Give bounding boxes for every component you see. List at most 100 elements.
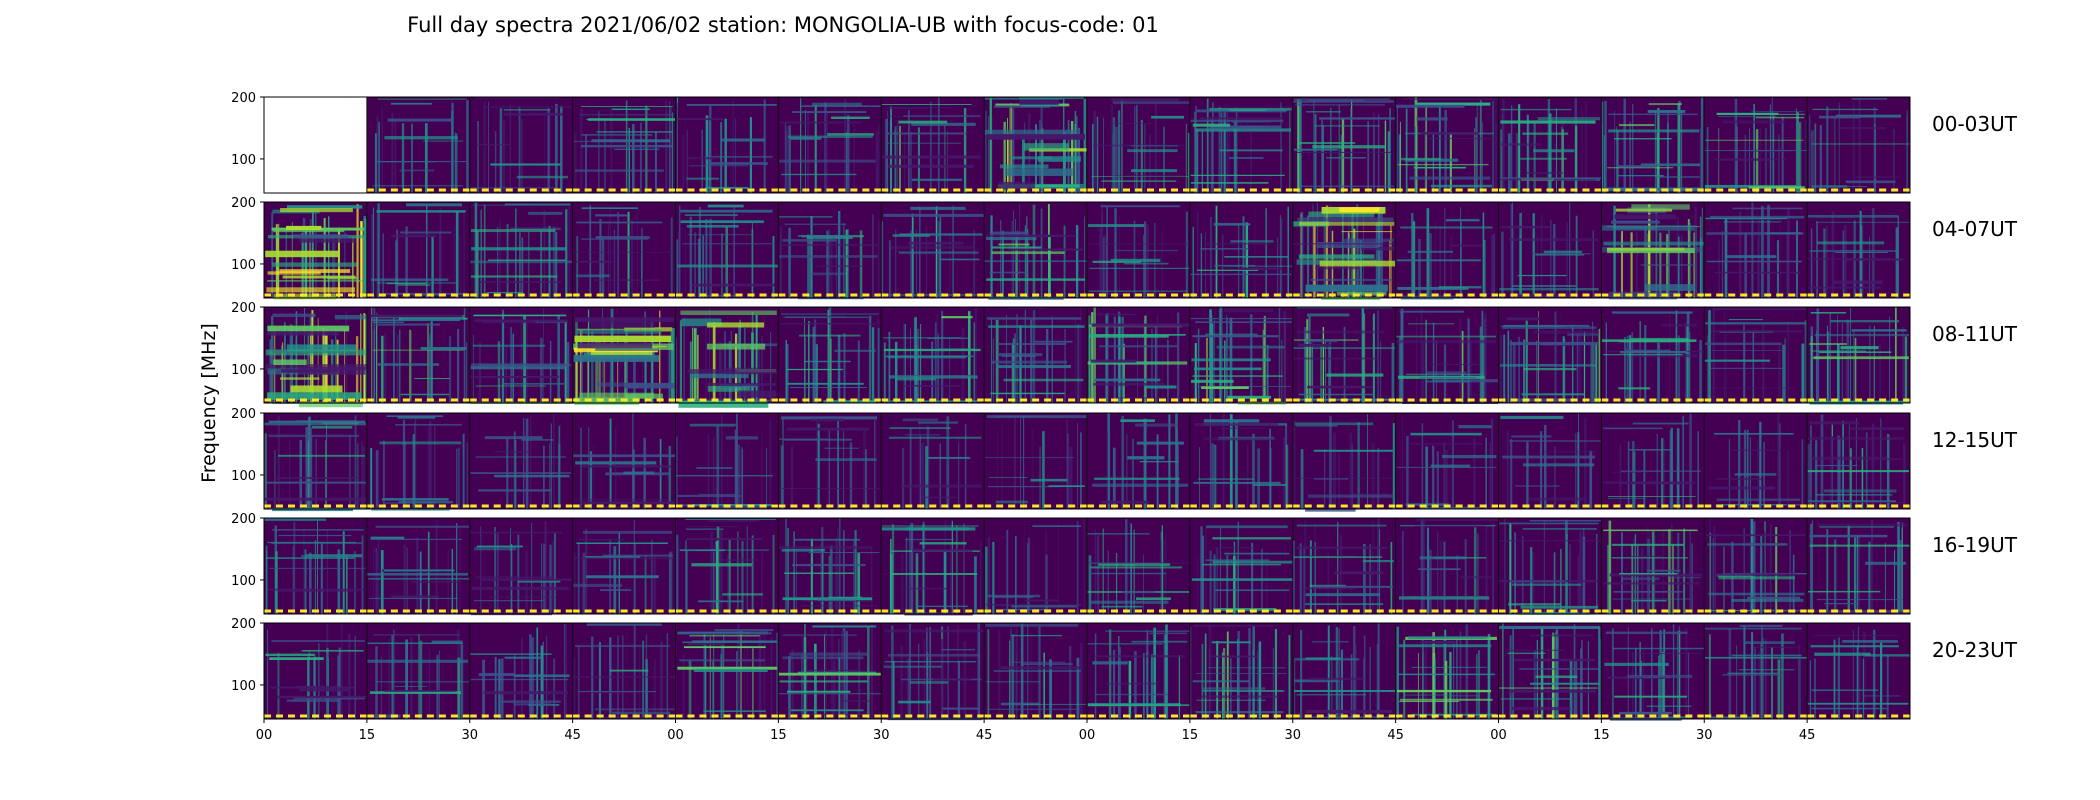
spectrum-band	[402, 318, 463, 320]
spectrum-band	[1715, 478, 1763, 480]
spectrum-streak	[875, 131, 879, 193]
spectrum-band	[1705, 656, 1808, 659]
spectrum-band	[811, 102, 862, 106]
spectrum-streak	[338, 647, 341, 719]
spectrum-band	[1837, 126, 1887, 130]
spectrum-band	[590, 321, 655, 328]
spectrum-streak	[509, 104, 511, 193]
spectrum-streak	[1831, 210, 1835, 298]
spectrum-streak	[915, 553, 919, 614]
spectrum-streak	[553, 658, 556, 719]
spectrum-band	[1727, 672, 1778, 674]
spectrum-band	[686, 156, 718, 160]
spectrum-streak	[845, 132, 848, 193]
spectrum-streak	[613, 233, 616, 298]
spectrum-streak	[1289, 640, 1290, 719]
spectrum-band	[1512, 285, 1576, 287]
spectrum-band	[1396, 295, 1464, 297]
spectrum-band	[1019, 99, 1059, 105]
spectrum-streak	[1027, 537, 1031, 614]
spectrum-streak	[825, 112, 828, 193]
spectrum-band	[1127, 456, 1165, 460]
spectrum-band	[521, 439, 554, 441]
spectrum-streak	[835, 537, 837, 614]
spectrum-streak	[1392, 423, 1395, 509]
spectrum-streak	[633, 519, 635, 614]
spectrum-streak	[1226, 631, 1229, 719]
spectrum-streak	[909, 427, 912, 509]
spectrum-streak	[456, 523, 458, 614]
spectrum-band	[1397, 673, 1496, 676]
spectrum-panel-background	[1292, 518, 1396, 614]
spectrum-streak	[1482, 212, 1485, 298]
spectrum-streak	[1565, 519, 1568, 614]
spectrum-band	[798, 334, 861, 337]
spectrum-streak	[396, 229, 399, 298]
spectrum-streak	[520, 638, 523, 719]
spectrum-band	[1312, 145, 1387, 149]
spectrum-streak	[1484, 313, 1487, 403]
spectrum-band	[1293, 357, 1382, 360]
spectrum-band	[685, 526, 741, 528]
spectrum-streak	[908, 110, 910, 193]
spectrum-band	[1752, 113, 1805, 115]
spectrum-streak	[349, 434, 351, 509]
spectrum-streak	[340, 623, 343, 719]
spectrum-streak	[1553, 552, 1556, 614]
spectrum-band	[1130, 169, 1178, 173]
spectrum-streak	[1743, 430, 1747, 509]
spectrum-streak	[998, 630, 1001, 719]
spectrum-streak	[904, 134, 906, 193]
spectrum-streak	[1767, 204, 1770, 298]
spectrum-band	[1640, 163, 1700, 167]
spectrum-streak	[1666, 234, 1669, 298]
spectrum-band	[824, 447, 859, 449]
spectrum-streak	[1136, 105, 1138, 193]
spectrum-band	[1603, 427, 1663, 430]
spectrum-band	[1619, 573, 1678, 575]
spectrum-band	[410, 580, 461, 583]
spectrum-band	[1032, 525, 1082, 527]
spectrum-band	[687, 234, 754, 236]
spectrum-streak	[1773, 112, 1775, 193]
spectrum-band	[1706, 260, 1802, 263]
spectrum-streak	[564, 623, 566, 719]
spectrum-band	[686, 224, 739, 228]
spectrum-streak	[1897, 522, 1900, 614]
spectrum-band	[885, 107, 928, 110]
spectrum-streak	[520, 313, 523, 403]
spectrum-streak	[641, 227, 643, 298]
spectrum-streak	[901, 447, 905, 509]
spectrum-band	[1718, 116, 1777, 117]
spectrum-band	[1397, 286, 1469, 290]
spectrum-streak	[1293, 540, 1295, 614]
spectrum-streak	[1133, 529, 1135, 614]
spectrum-streak	[853, 540, 855, 614]
spectrum-band	[470, 678, 569, 681]
spectrum-streak	[1377, 310, 1379, 403]
spectrum-band	[1722, 674, 1782, 676]
spectrum-streak	[682, 134, 685, 193]
spectrum-band	[1089, 600, 1169, 604]
spectrum-streak	[660, 315, 662, 403]
spectrum-streak	[1621, 231, 1623, 298]
spectrum-band	[1298, 343, 1331, 347]
spectrum-streak	[804, 317, 805, 403]
spectrum-streak	[734, 429, 738, 509]
spectrum-streak	[1532, 213, 1535, 298]
spectrum-band	[687, 369, 777, 374]
spectrum-streak	[1834, 116, 1836, 193]
spectrum-band	[904, 587, 947, 590]
spectrum-streak	[977, 623, 980, 719]
spectrum-band	[1003, 378, 1084, 382]
spectrum-band	[1295, 422, 1374, 426]
spectrum-band	[475, 576, 554, 579]
spectrum-streak	[1353, 625, 1356, 719]
spectrum-band	[685, 528, 724, 530]
spectrum-band	[1204, 242, 1270, 245]
spectrum-streak	[396, 334, 399, 403]
spectrum-streak	[1823, 228, 1826, 298]
spectrum-streak	[1422, 637, 1424, 719]
spectrum-streak	[1728, 628, 1732, 719]
spectrum-streak	[540, 645, 543, 719]
